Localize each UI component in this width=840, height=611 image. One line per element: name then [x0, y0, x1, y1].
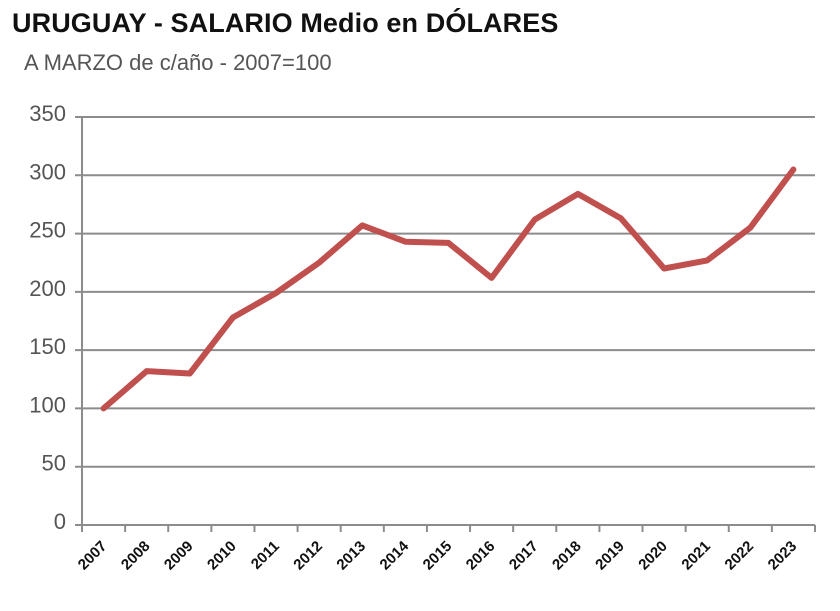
y-tick-label: 300 — [29, 159, 66, 184]
x-tick-label: 2020 — [635, 538, 671, 574]
x-tick-label: 2008 — [118, 538, 154, 574]
x-tick-label: 2017 — [506, 538, 542, 574]
y-tick-label: 250 — [29, 218, 66, 243]
x-tick-label: 2011 — [248, 538, 283, 573]
x-tick-label: 2023 — [765, 538, 801, 574]
x-tick-label: 2007 — [75, 538, 111, 574]
x-tick-label: 2021 — [678, 538, 714, 574]
x-tick-label: 2015 — [420, 538, 456, 574]
y-tick-label: 50 — [42, 451, 66, 476]
y-axis: 0 50 100 150 200 250 300 350 — [29, 101, 83, 534]
data-line-salario — [100, 166, 797, 412]
x-tick-label: 2012 — [290, 538, 326, 574]
y-tick-label: 200 — [29, 276, 66, 301]
x-tick-label: 2019 — [592, 538, 628, 574]
x-tick-label: 2009 — [161, 538, 197, 574]
chart-title: URUGUAY - SALARIO Medio en DÓLARES — [12, 8, 559, 38]
y-tick-label: 350 — [29, 101, 66, 126]
x-tick-label: 2016 — [463, 538, 499, 574]
x-tick-label: 2013 — [333, 538, 369, 574]
gridlines — [75, 116, 815, 526]
y-tick-label: 0 — [54, 509, 66, 534]
x-tick-label: 2022 — [722, 538, 758, 574]
x-tick-label: 2014 — [377, 537, 413, 573]
chart-subtitle: A MARZO de c/año - 2007=100 — [24, 50, 332, 75]
y-tick-label: 100 — [29, 392, 66, 417]
y-tick-label: 150 — [29, 334, 66, 359]
x-axis: 2007 2008 2009 2010 2011 2012 2013 2014 2015 2016… — [75, 525, 816, 574]
x-tick-label: 2018 — [549, 538, 585, 574]
x-tick-label: 2010 — [204, 538, 240, 574]
